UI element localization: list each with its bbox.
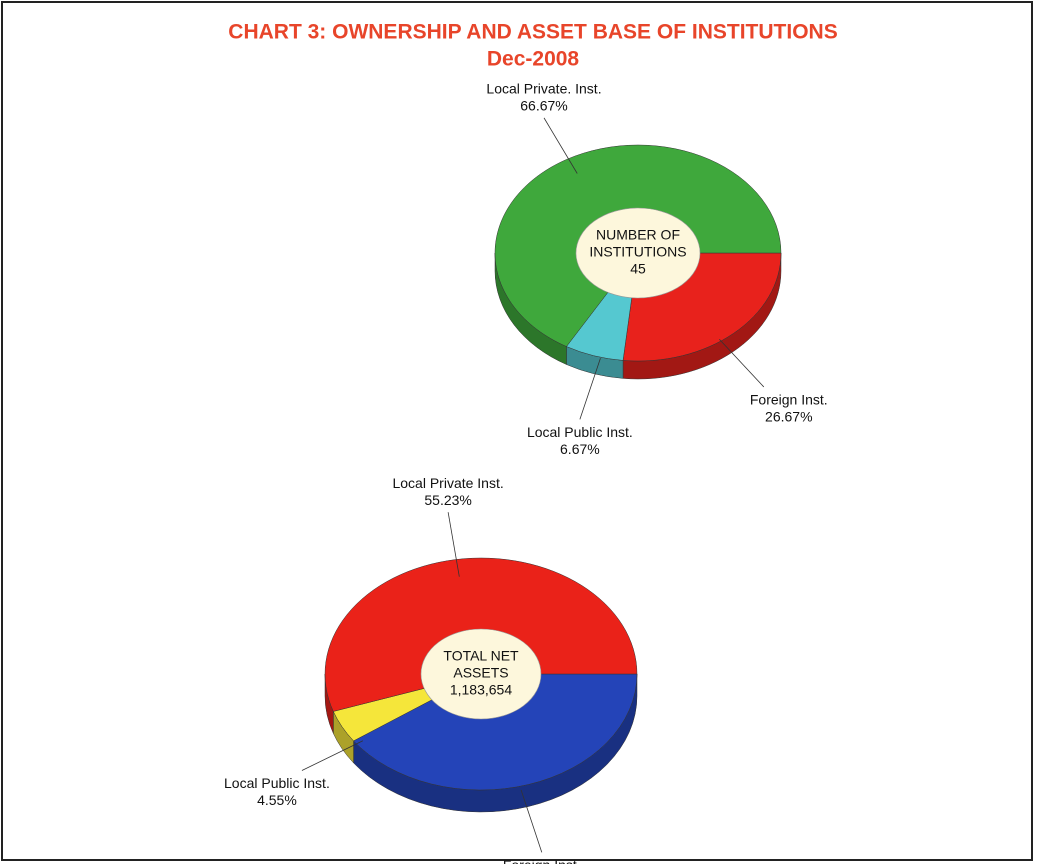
chart-title: CHART 3: OWNERSHIP AND ASSET BASE OF INS…: [228, 21, 837, 44]
leader-line: [447, 512, 460, 577]
slice-label: Local Private. Inst.: [486, 81, 601, 97]
slice-value-label: 55.23%: [424, 492, 471, 508]
leader-line: [301, 740, 364, 771]
slice-label: Local Public Inst.: [527, 424, 633, 440]
center-label: TOTAL NET: [443, 648, 519, 664]
slice-value-label: 66.67%: [520, 98, 567, 114]
leader-line: [579, 358, 601, 420]
center-hole: [420, 628, 542, 720]
center-value: 45: [630, 261, 646, 277]
slice-value-label: 6.67%: [560, 441, 600, 457]
center-label: NUMBER OF: [596, 227, 680, 243]
center-label: ASSETS: [453, 665, 508, 681]
slice-label: Foreign Inst.: [503, 857, 581, 864]
slice-label: Local Private Inst.: [392, 475, 503, 491]
slice-value-label: 26.67%: [765, 409, 812, 425]
leader-line: [719, 338, 765, 388]
leader-line: [543, 117, 578, 174]
chart-subtitle: Dec-2008: [487, 48, 580, 71]
slice-label: Foreign Inst.: [750, 392, 828, 408]
center-hole: [575, 207, 701, 299]
leader-line: [520, 789, 543, 853]
slice: [353, 673, 638, 791]
slice-value-label: 4.55%: [257, 792, 297, 808]
center-value: 1,183,654: [450, 682, 512, 698]
center-label: INSTITUTIONS: [589, 244, 686, 260]
slice-label: Local Public Inst.: [224, 775, 330, 791]
